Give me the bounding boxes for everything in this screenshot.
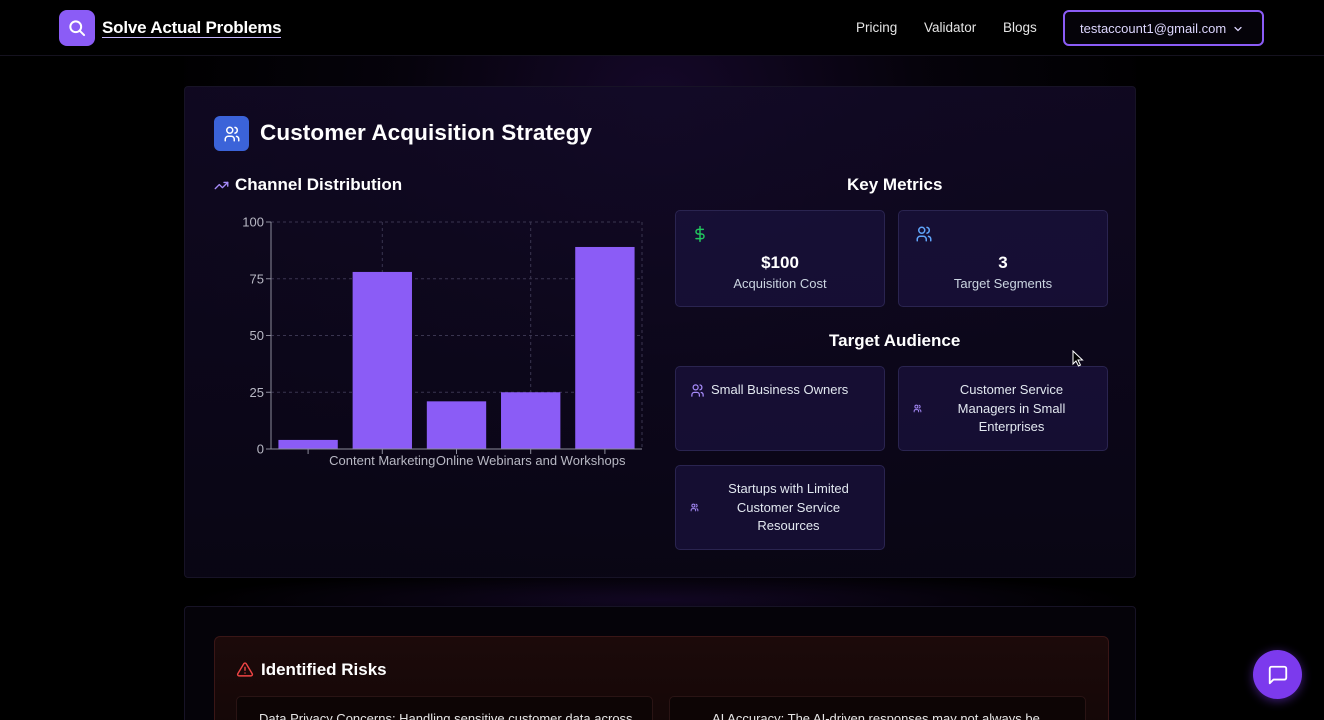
users-icon [916, 226, 932, 242]
top-navbar: Solve Actual Problems Pricing Validator … [0, 0, 1324, 56]
metric-card-acquisition-cost: $100 Acquisition Cost [675, 210, 885, 307]
bar [575, 246, 635, 449]
bar [426, 401, 487, 449]
audience-card-customer-service-managers: Customer Service Managers in Small Enter… [898, 366, 1108, 451]
audience-label-line: Customer Service [736, 499, 841, 515]
account-dropdown-button[interactable]: testaccount1@gmail.com [1063, 10, 1264, 46]
channel-distribution-chart: 0 25 50 75 100 Content Marketing Online Webina… [242, 215, 643, 468]
trending-up-icon [214, 181, 229, 190]
bar [352, 271, 412, 449]
nav-validator-link[interactable]: Validator [924, 20, 977, 35]
audience-label-line: Enterprises [978, 419, 1045, 434]
target-audience-title: Target Audience [829, 331, 961, 350]
bar [278, 439, 338, 449]
account-email: testaccount1@gmail.com [1080, 20, 1227, 36]
nav-blogs-link[interactable]: Blogs [1003, 20, 1037, 35]
y-tick-label: 50 [250, 328, 264, 343]
audience-card-startups: Startups with Limited Customer Service R… [675, 465, 885, 550]
logo-search-icon[interactable] [59, 10, 95, 46]
risk-text: AI Accuracy: The AI-driven responses may… [712, 711, 1040, 720]
users-icon [690, 503, 699, 512]
audience-label-line: Customer Service [959, 382, 1064, 397]
metric-label: Target Segments [953, 276, 1053, 291]
metric-label: Acquisition Cost [733, 276, 827, 291]
alert-triangle-icon [236, 662, 254, 677]
metric-value: $100 [761, 253, 799, 272]
y-tick-label: 75 [250, 271, 264, 286]
nav-pricing-link[interactable]: Pricing [856, 20, 898, 35]
mouse-cursor-icon [1072, 350, 1084, 367]
risk-card: AI Accuracy: The AI-driven responses may… [669, 696, 1086, 720]
users-icon [913, 404, 922, 413]
channel-distribution-title: Channel Distribution [235, 175, 403, 194]
risk-card: Data Privacy Concerns: Handling sensitiv… [236, 696, 653, 720]
risk-text: Data Privacy Concerns: Handling sensitiv… [259, 711, 633, 720]
chevron-down-icon [1234, 26, 1242, 32]
section-title: Customer Acquisition Strategy [260, 120, 593, 145]
x-tick-label: Online Webinars and Workshops [436, 453, 626, 468]
audience-card-small-business: Small Business Owners [675, 366, 885, 451]
brand-link[interactable]: Solve Actual Problems [102, 18, 282, 38]
chat-button[interactable] [1253, 650, 1302, 699]
audience-label-line: Startups with Limited [728, 481, 849, 496]
x-tick-label: Content Marketing [329, 453, 435, 468]
dollar-icon [695, 225, 705, 243]
key-metrics-title: Key Metrics [847, 175, 943, 194]
users-icon [691, 384, 704, 397]
audience-label-line: Resources [757, 518, 820, 533]
y-tick-label: 0 [257, 442, 264, 457]
y-tick-label: 25 [250, 385, 264, 400]
identified-risks-title: Identified Risks [261, 660, 387, 679]
users-icon [214, 116, 249, 151]
chat-bubble-icon [1268, 665, 1287, 684]
bar [501, 392, 561, 449]
y-tick-label: 100 [242, 215, 264, 230]
audience-label: Small Business Owners [711, 382, 849, 397]
metric-value: 3 [998, 253, 1008, 272]
audience-label-line: Managers in Small [957, 400, 1066, 416]
metric-card-target-segments: 3 Target Segments [898, 210, 1108, 307]
customer-acquisition-section [184, 86, 1136, 578]
